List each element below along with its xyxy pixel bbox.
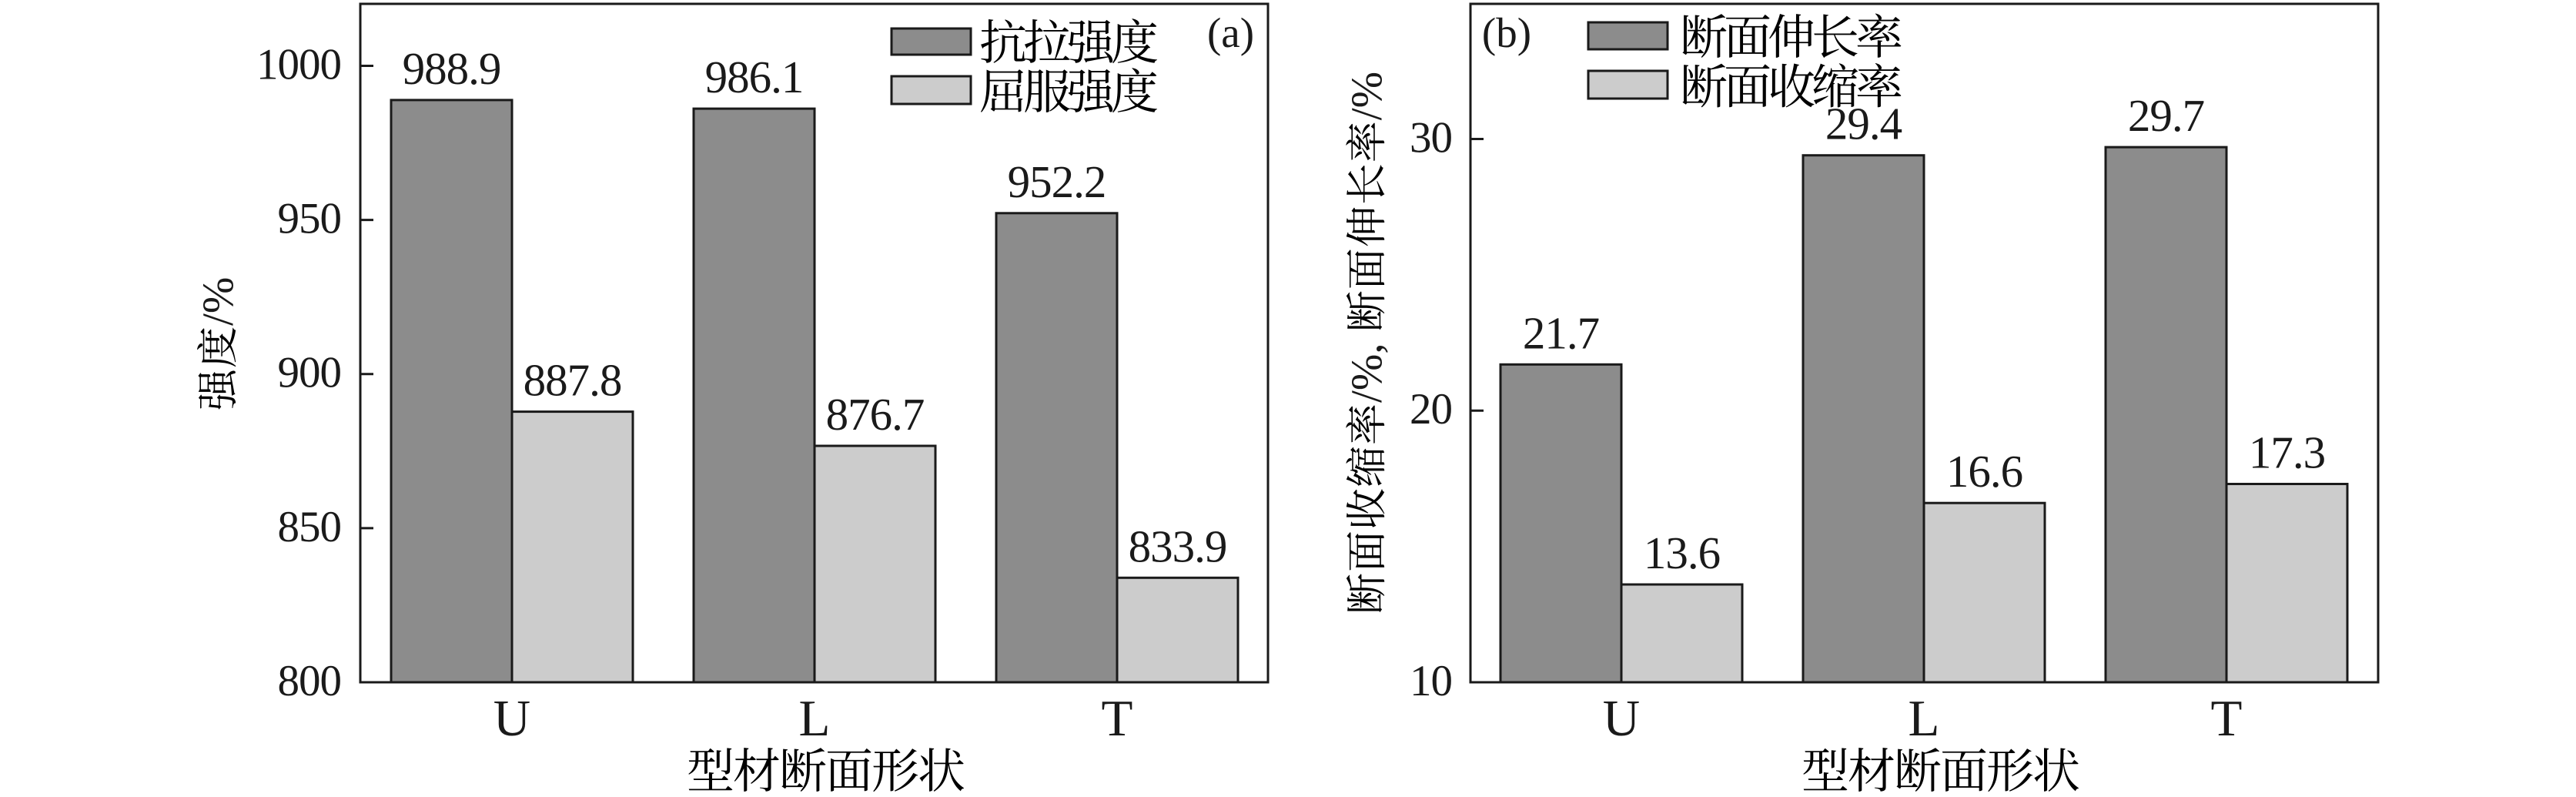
svg-text:/%,: /%, (1343, 332, 1391, 403)
svg-text:952.2: 952.2 (1008, 156, 1106, 207)
svg-text:1000: 1000 (256, 41, 341, 89)
svg-text:21.7: 21.7 (1523, 307, 1599, 358)
svg-text:30: 30 (1410, 114, 1452, 162)
svg-text:/%: /% (194, 277, 243, 326)
svg-text:U: U (1603, 690, 1640, 747)
svg-text:988.9: 988.9 (403, 43, 501, 94)
svg-text:/%: /% (1343, 72, 1391, 120)
svg-text:833.9: 833.9 (1129, 521, 1227, 571)
svg-text:16.6: 16.6 (1946, 446, 2022, 497)
svg-text:887.8: 887.8 (524, 355, 622, 406)
svg-text:T: T (2211, 690, 2243, 747)
svg-text:29.4: 29.4 (1825, 99, 1902, 149)
svg-text:13.6: 13.6 (1644, 527, 1720, 578)
svg-text:29.7: 29.7 (2128, 90, 2204, 141)
svg-text:10: 10 (1410, 657, 1452, 705)
svg-text:(b): (b) (1482, 9, 1531, 56)
svg-text:T: T (1102, 690, 1133, 747)
svg-text:850: 850 (278, 503, 342, 551)
svg-text:17.3: 17.3 (2249, 427, 2325, 478)
svg-text:L: L (1909, 690, 1940, 747)
svg-text:(a): (a) (1207, 9, 1254, 56)
svg-text:L: L (799, 690, 831, 747)
svg-text:800: 800 (278, 657, 342, 705)
svg-text:900: 900 (278, 349, 342, 397)
svg-text:986.1: 986.1 (705, 52, 804, 102)
svg-text:876.7: 876.7 (826, 389, 925, 440)
svg-text:20: 20 (1410, 385, 1452, 434)
svg-text:U: U (493, 690, 530, 747)
svg-text:950: 950 (278, 195, 342, 243)
